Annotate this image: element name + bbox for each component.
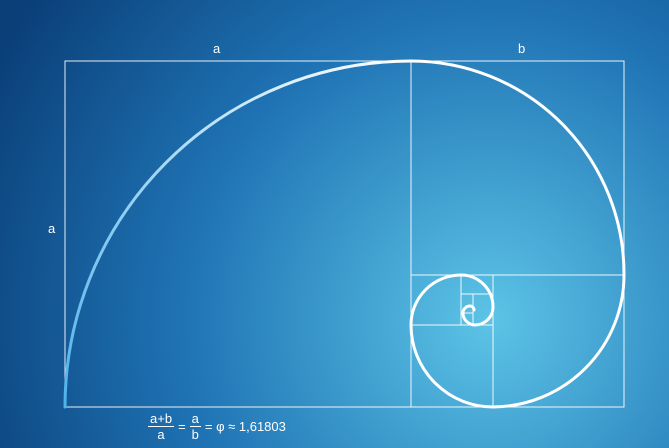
golden-ratio-formula: a+b a = a b = φ ≈ 1,61803	[148, 411, 290, 441]
fraction-a-over-b: a b	[189, 410, 201, 442]
fraction-numerator: a	[189, 410, 201, 427]
spiral-arc-2	[409, 59, 626, 277]
phi-value: = φ ≈ 1,61803	[204, 418, 286, 434]
fraction-numerator: a+b	[148, 410, 175, 427]
spiral-arc-3	[491, 273, 626, 409]
spiral-arc-4	[409, 323, 495, 409]
label-top-a: a	[213, 41, 221, 56]
fraction-a-plus-b-over-a: a+b a	[148, 410, 175, 442]
label-side-a: a	[48, 221, 56, 236]
outer-golden-rectangle	[64, 60, 625, 408]
equals-sign: =	[178, 418, 186, 434]
spiral-arc-1	[63, 59, 413, 409]
fraction-denominator: a	[157, 426, 165, 442]
label-top-b: b	[518, 41, 526, 56]
spiral-arc-7	[473, 305, 495, 327]
spiral-arc-5	[409, 273, 463, 327]
spiral-arc-6	[459, 273, 495, 309]
fraction-denominator: b	[191, 426, 199, 442]
spiral-arc-10	[468, 304, 476, 312]
